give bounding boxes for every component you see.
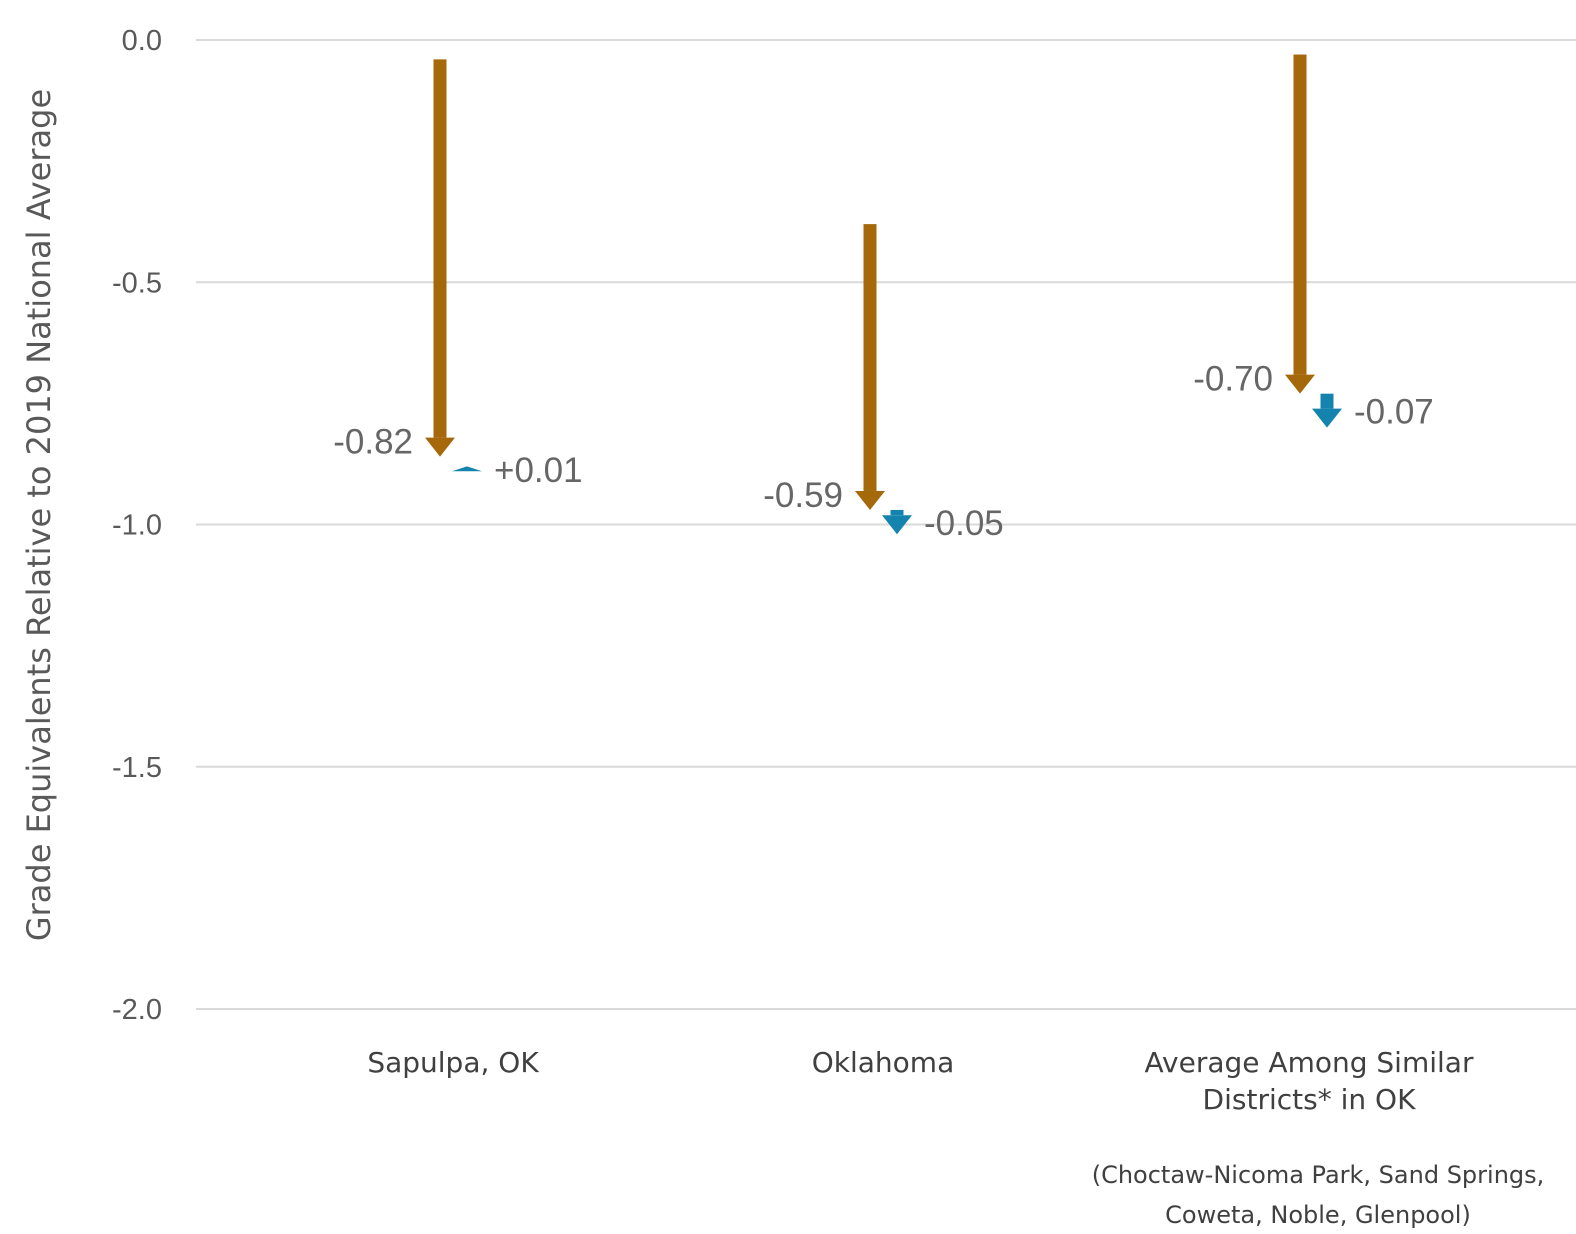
data-label: +0.01 — [494, 451, 583, 490]
y-tick-label: 0.0 — [122, 25, 162, 57]
arrow-shaft — [1320, 393, 1334, 409]
y-tick-label: -0.5 — [112, 267, 162, 299]
y-tick-label: -1.0 — [112, 510, 162, 542]
y-tick-label: -1.5 — [112, 752, 162, 784]
data-label: -0.82 — [333, 423, 413, 462]
x-axis-categories: Sapulpa, OK Oklahoma Average Among Similar… — [367, 1046, 1544, 1229]
category-label: Average Among Similar — [1145, 1046, 1474, 1079]
y-axis-title: Grade Equivalents Relative to 2019 Natio… — [20, 89, 58, 941]
arrow-shaft — [1293, 54, 1307, 375]
gridlines — [196, 39, 1576, 1010]
data-label: -0.70 — [1193, 360, 1273, 399]
category-label: Sapulpa, OK — [367, 1046, 539, 1079]
data-label: -0.05 — [924, 504, 1004, 543]
arrow-head — [855, 490, 885, 510]
category-note: (Choctaw-Nicoma Park, Sand Springs, — [1092, 1161, 1545, 1189]
category-label: Oklahoma — [812, 1046, 955, 1079]
change-arrows: -0.82 -0.59 -0.70 +0.01 -0.05 -0.07 — [333, 54, 1434, 543]
arrow-head — [882, 515, 912, 535]
y-tick-label: -2.0 — [112, 994, 162, 1026]
category-note: Coweta, Noble, Glenpool) — [1165, 1201, 1471, 1229]
arrow-shaft — [863, 224, 877, 491]
y-axis-ticks: 0.0 -0.5 -1.0 -1.5 -2.0 — [112, 25, 162, 1026]
category-label: Districts* in OK — [1203, 1083, 1417, 1116]
data-label: -0.07 — [1354, 393, 1434, 432]
arrow-shaft — [890, 509, 904, 516]
arrow-head — [1312, 408, 1342, 428]
data-label: -0.59 — [763, 476, 843, 515]
arrow-head — [1285, 374, 1315, 394]
arrow-shaft — [433, 59, 447, 438]
arrow-head — [452, 466, 482, 472]
arrow-head — [425, 437, 455, 457]
